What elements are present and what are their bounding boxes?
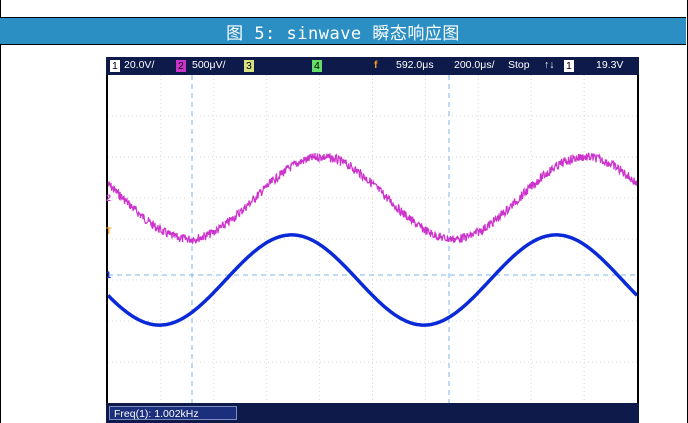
ch1-scale: 20.0V/	[124, 59, 155, 71]
ch2-indicator: 2	[176, 60, 186, 72]
trace-ch2	[107, 152, 638, 245]
scope-measurement-bar: Freq(1): 1.002kHz	[106, 403, 639, 423]
trigger-time: 592.0μs	[396, 59, 434, 71]
trigger-source: 1	[564, 60, 574, 72]
trigger-level-marker: T	[106, 226, 112, 236]
ch1-indicator: 1	[110, 60, 120, 72]
scope-display: 2 T 1	[106, 75, 639, 403]
scope-status-bar: 1 20.0V/ 2 500μV/ 3 4 f 592.0μs 200.0μs/…	[106, 57, 639, 75]
trace-ch1	[106, 233, 639, 327]
top-rule	[0, 17, 686, 18]
trigger-edge-icon: f	[374, 59, 378, 71]
frequency-readout: Freq(1): 1.002kHz	[109, 406, 237, 420]
ch2-ground-marker: 2	[106, 193, 112, 203]
ch1-ground-marker: 1	[106, 270, 112, 280]
waveform-plot	[106, 75, 639, 403]
timebase: 200.0μs/	[454, 59, 495, 71]
ch4-indicator: 4	[312, 60, 322, 72]
run-state: Stop	[508, 59, 530, 71]
figure-caption: 图 5: sinwave 瞬态响应图	[0, 18, 686, 45]
oscilloscope-screenshot: 1 20.0V/ 2 500μV/ 3 4 f 592.0μs 200.0μs/…	[106, 57, 639, 423]
trigger-level: 19.3V	[596, 59, 624, 71]
ch3-indicator: 3	[244, 60, 254, 72]
trigger-slope-icon: ↑↓	[544, 59, 555, 71]
ch2-scale: 500μV/	[192, 59, 226, 71]
